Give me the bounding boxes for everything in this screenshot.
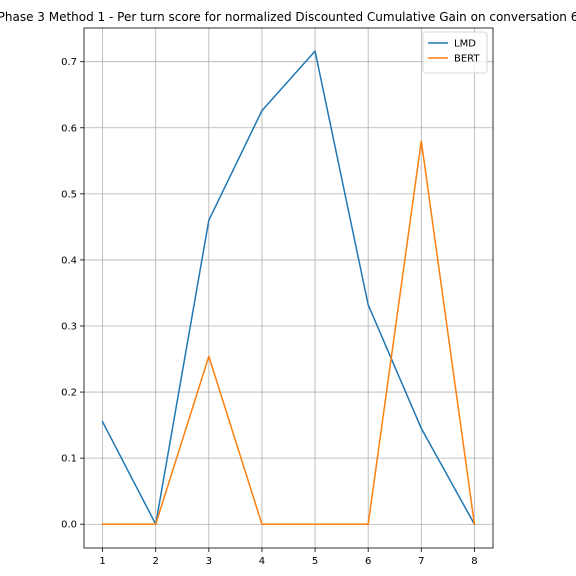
- legend-label: LMD: [454, 39, 476, 50]
- y-tick-label: 0.0: [61, 520, 77, 531]
- y-tick-label: 0.3: [61, 321, 77, 332]
- chart-title: Phase 3 Method 1 - Per turn score for no…: [0, 10, 576, 24]
- legend-label: BERT: [454, 54, 480, 65]
- y-tick-label: 0.4: [61, 255, 77, 266]
- series-line-bert: [101, 140, 476, 526]
- x-tick-label: 6: [365, 556, 371, 567]
- plot-frame: [83, 27, 494, 549]
- x-tick-label: 1: [99, 556, 105, 567]
- x-tick-label: 5: [312, 556, 318, 567]
- y-tick-label: 0.6: [61, 123, 77, 134]
- y-tick-label: 0.5: [61, 189, 77, 200]
- x-tick-label: 4: [259, 556, 265, 567]
- axes: 1 2 3 4 5 6 7 8 0.0 0.1 0.2 0.3 0.4 0.5 0.6 0.7: [61, 27, 494, 567]
- y-tick-label: 0.7: [61, 57, 77, 68]
- series-lines: [101, 50, 476, 526]
- y-tick-label: 0.1: [61, 454, 77, 465]
- x-tick-label: 7: [418, 556, 424, 567]
- legend: LMD BERT: [422, 31, 488, 74]
- x-tick-label: 2: [153, 556, 159, 567]
- y-tick-label: 0.2: [61, 388, 77, 399]
- grid-lines: [84, 28, 493, 548]
- series-line-lmd: [101, 50, 476, 526]
- x-tick-label: 3: [206, 556, 212, 567]
- x-tick-label: 8: [471, 556, 477, 567]
